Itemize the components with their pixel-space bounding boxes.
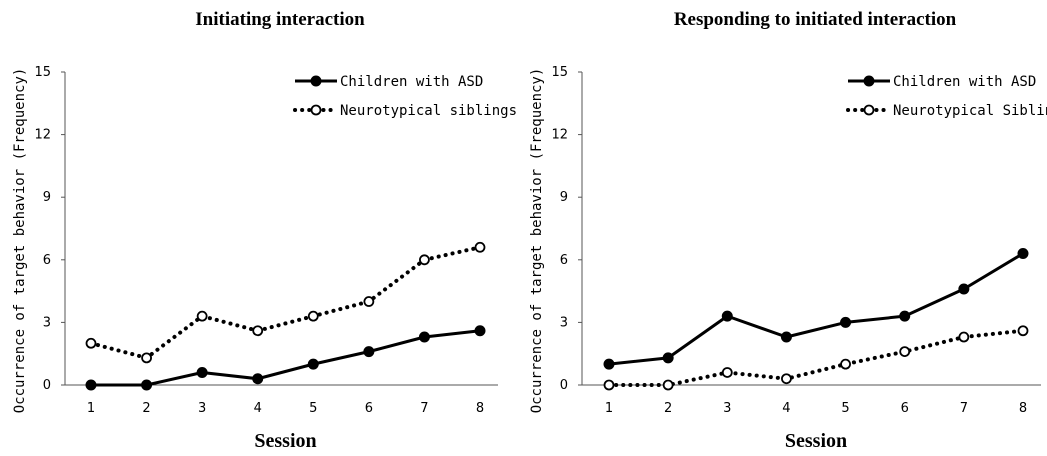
data-point (899, 310, 911, 322)
x-tick-label: 2 (664, 401, 672, 416)
chart-panel-2: Responding to initiated interaction 0 3 6 9 1… (529, 9, 1047, 452)
series-line (89, 245, 482, 360)
x-tick-label: 5 (841, 401, 849, 416)
data-point (141, 352, 152, 364)
data-point (474, 325, 486, 337)
x-tick-label: 1 (87, 401, 95, 416)
data-point (662, 379, 674, 391)
data-point (840, 358, 851, 370)
y-tick-label: 15 (34, 65, 51, 80)
data-point (721, 310, 733, 322)
y-tick-label: 3 (43, 315, 51, 330)
x-tick-label: 7 (960, 401, 968, 416)
data-point (840, 316, 852, 328)
data-point (196, 366, 208, 378)
data-point (662, 352, 674, 364)
x-axis-label: Session (785, 430, 847, 452)
chart-title: Initiating interaction (195, 9, 365, 30)
x-tick-label: 2 (142, 401, 150, 416)
data-point (958, 331, 970, 343)
y-tick-label: 12 (34, 128, 51, 143)
data-point (85, 337, 97, 349)
data-point (85, 379, 97, 391)
y-tick-label: 0 (560, 378, 568, 393)
y-tick-label: 6 (43, 253, 51, 268)
x-tick-label: 4 (782, 401, 790, 416)
x-tick-label: 1 (605, 401, 613, 416)
legend-marker (863, 104, 875, 116)
data-point (603, 358, 615, 370)
y-tick-label: 0 (43, 378, 51, 393)
y-tick-label: 9 (43, 190, 51, 205)
series-line (608, 252, 1024, 366)
x-tick-label: 6 (365, 401, 373, 416)
data-point (419, 254, 430, 266)
legend-label: Neurotypical Siblings (893, 103, 1047, 119)
data-point (196, 310, 208, 322)
data-point (1017, 248, 1029, 260)
legend-marker (310, 75, 322, 87)
data-point (418, 331, 430, 343)
y-tick-label: 15 (551, 65, 568, 80)
x-tick-label: 3 (723, 401, 731, 416)
series-line (607, 328, 1025, 387)
x-axis-label: Session (254, 430, 316, 452)
data-point (252, 373, 264, 385)
data-point (781, 373, 792, 385)
data-point (603, 379, 615, 391)
data-point (1017, 325, 1029, 337)
x-tick-label: 3 (198, 401, 206, 416)
legend-marker (310, 104, 322, 116)
legend-label: Children with ASD (340, 74, 483, 90)
data-point (363, 296, 375, 307)
chart-title: Responding to initiated interaction (674, 9, 957, 30)
x-tick-label: 8 (1019, 401, 1027, 416)
data-point (958, 283, 970, 295)
data-point (252, 325, 264, 337)
data-point (141, 379, 153, 391)
y-axis-label: Occurrence of target behavior (Frequency… (529, 68, 545, 414)
y-tick-label: 12 (551, 128, 568, 143)
x-tick-label: 6 (901, 401, 909, 416)
data-point (474, 241, 486, 253)
series-line (91, 329, 481, 387)
y-axis-label: Occurrence of target behavior (Frequency… (12, 68, 28, 414)
y-tick-label: 9 (560, 190, 568, 205)
x-tick-label: 8 (476, 401, 484, 416)
x-tick-label: 5 (309, 401, 317, 416)
legend-marker (863, 75, 875, 87)
data-point (307, 310, 319, 322)
legend-label: Children with ASD (893, 74, 1036, 90)
data-point (307, 358, 319, 370)
data-point (780, 331, 792, 343)
data-point (363, 346, 375, 358)
y-tick-label: 6 (560, 253, 568, 268)
legend-label: Neurotypical siblings (340, 103, 517, 119)
data-point (899, 346, 911, 358)
data-point (721, 367, 733, 378)
y-tick-label: 3 (560, 315, 568, 330)
x-tick-label: 4 (254, 401, 262, 416)
x-tick-label: 7 (420, 401, 428, 416)
